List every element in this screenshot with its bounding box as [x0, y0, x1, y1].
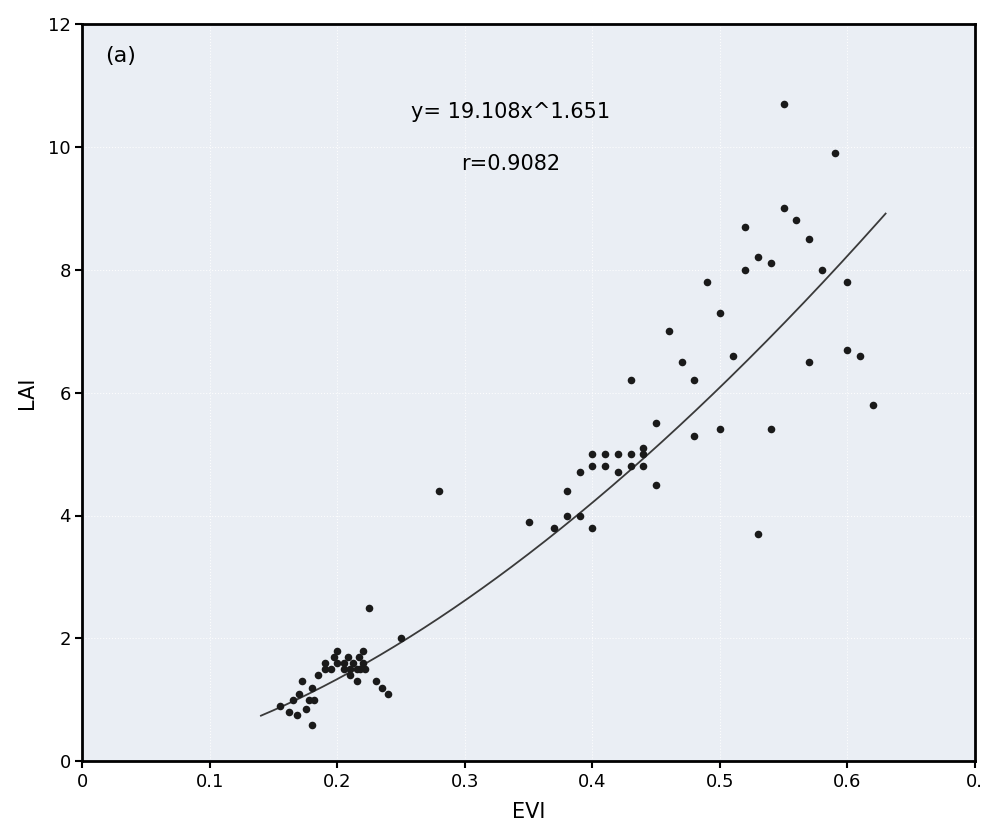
Point [368, 675, 384, 688]
Point [298, 702, 314, 716]
Point [597, 460, 613, 473]
Point [349, 663, 365, 676]
Point [750, 527, 766, 540]
Point [584, 521, 600, 534]
Point [801, 355, 817, 368]
Point [661, 325, 677, 338]
Point [352, 663, 368, 676]
Point [865, 399, 881, 412]
Point [380, 687, 396, 701]
Point [827, 146, 843, 159]
Point [559, 484, 575, 498]
Point [839, 275, 855, 289]
Point [572, 508, 588, 522]
Point [623, 447, 639, 461]
Point [336, 663, 352, 676]
Point [623, 460, 639, 473]
Point [801, 232, 817, 246]
Point [648, 478, 664, 492]
Point [737, 220, 753, 233]
Point [329, 644, 345, 658]
Point [763, 257, 779, 270]
Text: (a): (a) [105, 46, 136, 65]
Point [342, 663, 358, 676]
Point [635, 460, 651, 473]
Point [281, 706, 297, 719]
Point [839, 343, 855, 357]
Point [351, 650, 367, 664]
Point [317, 663, 333, 676]
Point [686, 373, 702, 387]
Point [610, 447, 626, 461]
Text: y= 19.108x^1.651: y= 19.108x^1.651 [411, 102, 610, 122]
Point [336, 656, 352, 670]
Point [326, 650, 342, 664]
Point [323, 663, 339, 676]
Text: r=0.9082: r=0.9082 [461, 154, 560, 174]
Y-axis label: LAI: LAI [17, 377, 37, 409]
Point [610, 466, 626, 479]
Point [291, 687, 307, 701]
Point [289, 709, 305, 722]
Point [301, 693, 317, 706]
Point [355, 656, 371, 670]
Point [623, 373, 639, 387]
Point [737, 263, 753, 276]
Point [763, 423, 779, 436]
Point [340, 650, 356, 664]
Point [521, 515, 537, 529]
Point [304, 681, 320, 695]
Point [597, 447, 613, 461]
Point [686, 429, 702, 442]
Point [814, 263, 830, 276]
Point [648, 417, 664, 430]
Point [355, 644, 371, 658]
Point [572, 466, 588, 479]
Point [635, 447, 651, 461]
Point [546, 521, 562, 534]
Point [393, 632, 409, 645]
Point [699, 275, 715, 289]
Point [349, 675, 365, 688]
Point [285, 693, 301, 706]
Point [776, 96, 792, 110]
Point [584, 447, 600, 461]
Point [674, 355, 690, 368]
Point [342, 669, 358, 682]
Point [725, 349, 741, 362]
Point [304, 718, 320, 732]
Point [712, 423, 728, 436]
Point [776, 201, 792, 215]
Point [635, 441, 651, 455]
Point [310, 669, 326, 682]
Point [329, 656, 345, 670]
Point [750, 251, 766, 264]
Point [431, 484, 447, 498]
Point [357, 663, 373, 676]
Point [361, 601, 377, 614]
Point [272, 700, 288, 713]
Point [788, 214, 804, 227]
Point [852, 349, 868, 362]
X-axis label: EVI: EVI [512, 802, 545, 822]
Point [584, 460, 600, 473]
Point [306, 693, 322, 706]
Point [374, 681, 390, 695]
Point [712, 306, 728, 320]
Point [345, 656, 361, 670]
Point [294, 675, 310, 688]
Point [317, 656, 333, 670]
Point [559, 508, 575, 522]
